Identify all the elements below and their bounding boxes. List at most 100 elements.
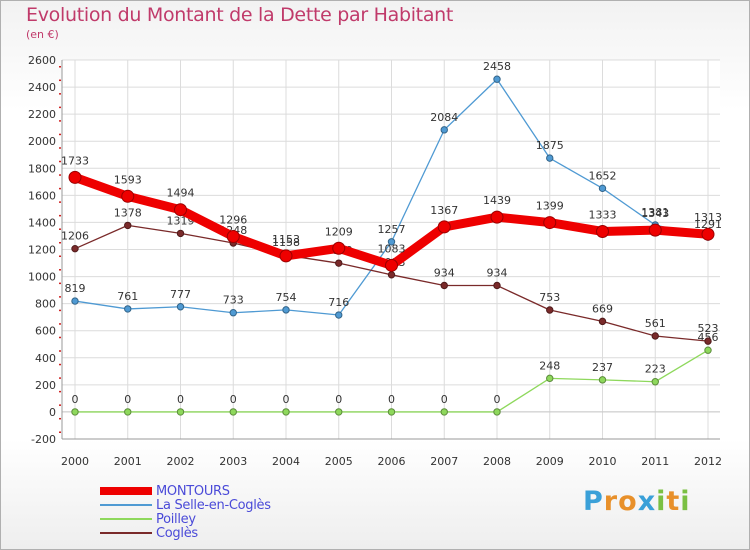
chart-title: Evolution du Montant de la Dette par Hab… [26, 4, 454, 26]
data-point [176, 408, 185, 416]
data-label: 1291 [694, 218, 722, 231]
x-tick-label: 2001 [114, 455, 142, 468]
logo-letter: x [637, 486, 657, 517]
x-tick-label: 2012 [694, 455, 722, 468]
y-minor-tick [59, 201, 61, 203]
legend-swatch [100, 487, 152, 495]
x-tick-label: 2009 [536, 455, 564, 468]
proxiti-logo: Proxiti [583, 486, 691, 517]
y-minor-tick [59, 350, 61, 352]
y-tick-label: 2400 [28, 81, 56, 94]
data-label: 716 [328, 296, 349, 309]
data-label: 1296 [219, 214, 247, 227]
data-label: 0 [441, 393, 448, 406]
data-label: 1399 [536, 200, 564, 213]
y-tick-label: 1200 [28, 244, 56, 257]
data-point [229, 408, 237, 416]
logo-letter: P [583, 486, 604, 517]
data-point [546, 374, 554, 383]
data-label: 1875 [536, 139, 564, 152]
data-point [335, 259, 343, 267]
y-minor-tick [59, 147, 61, 149]
y-minor-tick [59, 269, 61, 271]
x-tick-label: 2003 [219, 455, 247, 468]
data-point [176, 229, 185, 238]
data-point [387, 238, 396, 246]
data-label: 0 [335, 393, 342, 406]
data-label: 669 [592, 302, 613, 315]
y-minor-tick [59, 79, 61, 82]
data-label: 1209 [325, 225, 353, 238]
data-label: 0 [388, 393, 395, 406]
data-label: 1378 [114, 206, 142, 219]
legend-label: MONTOURS [156, 484, 230, 499]
legend-label: La Selle-en-Coglès [156, 498, 271, 513]
data-point [493, 75, 501, 83]
data-label: 1333 [589, 208, 617, 221]
y-tick-label: 2000 [28, 135, 56, 148]
data-point [124, 221, 132, 230]
data-label: 934 [434, 267, 455, 280]
y-minor-tick [59, 377, 61, 379]
data-point [598, 317, 607, 326]
data-label: 1494 [167, 187, 195, 200]
data-point [176, 303, 185, 311]
y-minor-tick [59, 390, 61, 393]
x-tick-label: 2008 [483, 455, 511, 468]
y-minor-tick [59, 120, 61, 122]
data-point [543, 216, 557, 230]
logo-letter: o [618, 486, 638, 517]
y-tick-label: 800 [35, 298, 56, 311]
data-label: 753 [539, 291, 560, 304]
y-minor-tick [59, 133, 61, 136]
y-minor-tick [59, 214, 61, 217]
x-tick-label: 2004 [272, 455, 300, 468]
legend-label: Coglès [156, 526, 198, 541]
data-point [124, 305, 132, 313]
logo-letter: i [656, 486, 667, 517]
legend-swatch [100, 532, 152, 534]
y-tick-label: 1600 [28, 189, 56, 202]
series-la-selle-en-cogles: 819 761 777 733 754 716 1257 2084 2458 1875 1652 13… [65, 60, 722, 319]
y-tick-label: 1400 [28, 216, 56, 229]
data-point [598, 184, 607, 193]
data-label: 761 [117, 290, 138, 303]
logo-letter: t [666, 486, 681, 517]
x-tick-label: 2005 [325, 455, 353, 468]
data-point [598, 376, 607, 384]
data-label: 0 [494, 393, 501, 406]
y-minor-tick [59, 255, 61, 258]
y-minor-tick [59, 336, 61, 339]
logo-letter: i [680, 486, 691, 517]
data-point [546, 154, 554, 162]
y-minor-tick [59, 241, 61, 244]
data-label: 523 [698, 322, 719, 335]
data-point [282, 306, 290, 314]
data-point [71, 408, 79, 416]
data-label: 1593 [114, 173, 142, 186]
data-point [124, 408, 132, 416]
y-minor-tick [59, 323, 61, 325]
data-point [229, 309, 237, 317]
data-label: 1257 [378, 223, 406, 236]
data-point [546, 306, 554, 314]
y-minor-tick [59, 160, 61, 163]
data-point [226, 230, 240, 244]
y-minor-tick [59, 363, 61, 366]
series-poilley: 000000000248237223456 [71, 331, 719, 416]
data-point [387, 408, 396, 416]
data-label: 1153 [272, 233, 300, 246]
y-minor-tick [59, 187, 61, 190]
y-tick-label: 0 [49, 406, 56, 419]
data-label: 0 [124, 393, 131, 406]
y-tick-label: -200 [31, 433, 56, 446]
data-point [596, 224, 609, 238]
data-label: 1083 [378, 242, 406, 255]
y-tick-label: 2200 [28, 108, 56, 121]
y-minor-tick [59, 228, 61, 230]
data-label: 777 [170, 288, 191, 301]
logo-letter: r [603, 486, 619, 517]
y-tick-label: 1000 [28, 271, 56, 284]
y-minor-tick [59, 66, 61, 68]
